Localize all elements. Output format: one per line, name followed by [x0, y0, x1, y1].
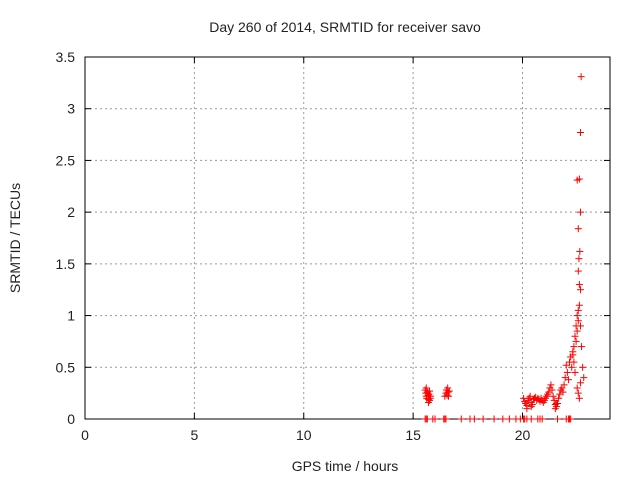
- data-point: [573, 327, 581, 335]
- data-point: [576, 247, 584, 255]
- data-point: [547, 381, 555, 389]
- data-point: [574, 317, 582, 325]
- y-tick-label: 3: [67, 101, 75, 117]
- chart-title: Day 260 of 2014, SRMTID for receiver sav…: [209, 19, 481, 35]
- plot-frame: [84, 56, 611, 420]
- data-point: [578, 343, 586, 351]
- data-point: [574, 389, 582, 397]
- data-point: [445, 387, 453, 395]
- data-point: [575, 175, 583, 183]
- data-point: [499, 415, 507, 423]
- data-point: [552, 399, 560, 407]
- axis-ticks: 0 5 10 15 20 0 0.5 1 1.5 2 2.5 3 3.5: [56, 49, 610, 443]
- data-point: [445, 392, 453, 400]
- data-point: [574, 267, 582, 275]
- data-point: [567, 415, 575, 423]
- data-point: [548, 386, 556, 394]
- data-point: [426, 387, 434, 395]
- x-tick-label: 20: [515, 427, 531, 443]
- y-tick-label: 2: [67, 204, 75, 220]
- data-point: [523, 405, 531, 413]
- data-point: [505, 415, 513, 423]
- data-point: [570, 343, 578, 351]
- data-point: [422, 384, 430, 392]
- data-point: [572, 337, 580, 345]
- x-axis-label: GPS time / hours: [292, 458, 399, 474]
- data-point: [577, 73, 585, 81]
- y-tick-label: 2.5: [56, 152, 76, 168]
- data-point: [538, 415, 546, 423]
- data-point: [427, 392, 435, 400]
- data-point: [549, 392, 557, 400]
- data-point: [470, 415, 478, 423]
- data-point: [551, 405, 559, 413]
- data-point: [555, 394, 563, 402]
- gridlines: [85, 57, 610, 419]
- data-point: [569, 348, 577, 356]
- data-point: [576, 322, 584, 330]
- data-point: [568, 363, 576, 371]
- data-point: [575, 394, 583, 402]
- x-tick-label: 0: [81, 427, 89, 443]
- data-point: [431, 415, 439, 423]
- data-point: [559, 388, 567, 396]
- data-point: [576, 379, 584, 387]
- data-point: [576, 208, 584, 216]
- data-point: [560, 381, 568, 389]
- data-point: [573, 312, 581, 320]
- y-axis-label: SRMTID / TECUs: [7, 183, 23, 293]
- data-point: [426, 396, 434, 404]
- data-point: [527, 415, 535, 423]
- x-tick-label: 5: [190, 427, 198, 443]
- y-tick-label: 1.5: [56, 256, 76, 272]
- data-point: [571, 368, 579, 376]
- x-tick-label: 15: [405, 427, 421, 443]
- data-point: [580, 374, 588, 382]
- data-point: [573, 384, 581, 392]
- y-tick-label: 3.5: [56, 49, 76, 65]
- data-point: [479, 415, 487, 423]
- data-point: [527, 403, 535, 411]
- data-point: [554, 415, 561, 423]
- data-point: [562, 361, 570, 369]
- data-point: [575, 281, 583, 289]
- data-point: [574, 306, 582, 314]
- data-point: [579, 363, 587, 371]
- data-point: [564, 376, 572, 384]
- data-point: [575, 301, 583, 309]
- data-point: [526, 392, 534, 400]
- y-tick-label: 0: [67, 411, 75, 427]
- data-point: [571, 332, 579, 340]
- data-point: [563, 368, 571, 376]
- y-tick-label: 0.5: [56, 359, 76, 375]
- data-point: [490, 415, 498, 423]
- data-point: [576, 286, 584, 294]
- data-points: [421, 73, 588, 423]
- data-point: [457, 415, 465, 423]
- data-point: [442, 415, 450, 423]
- data-point: [570, 358, 578, 366]
- data-point: [576, 129, 584, 137]
- y-tick-label: 1: [67, 308, 75, 324]
- data-point: [574, 225, 582, 233]
- x-tick-label: 10: [296, 427, 312, 443]
- data-point: [575, 255, 583, 263]
- data-point: [443, 391, 451, 399]
